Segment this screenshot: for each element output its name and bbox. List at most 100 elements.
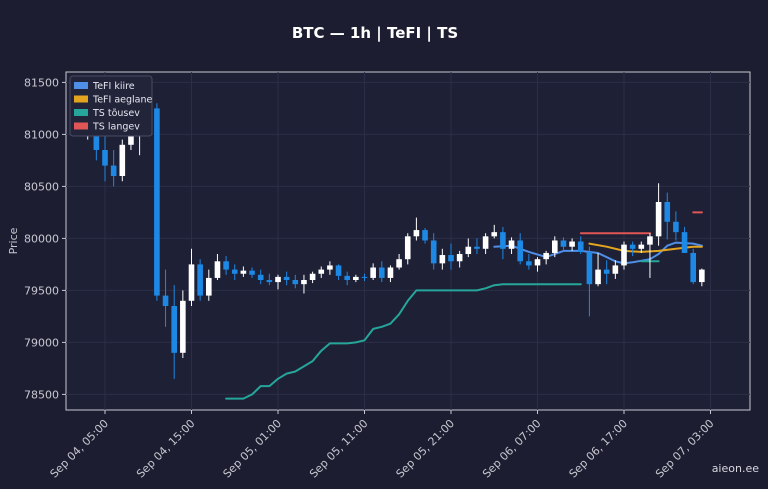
candle-body [214,261,221,278]
x-tick-label: Sep 06, 17:00 [567,417,631,481]
candle-body [379,267,385,278]
candle-body [327,265,333,270]
candle-body [448,255,454,262]
candle-body [474,246,480,249]
x-tick-label: Sep 06, 07:00 [480,417,544,481]
legend-swatch [74,122,88,130]
candle-body [508,240,515,249]
x-tick-label: Sep 05, 21:00 [394,417,458,481]
candle-body [344,275,350,280]
candle-body [552,240,558,253]
candle-body [387,267,394,278]
candle-body [283,276,290,280]
candle-body [673,221,679,233]
candle-body [430,240,437,264]
candle-body [197,264,203,296]
candle-body [318,269,325,274]
candle-body [465,246,472,254]
legend-swatch [74,95,88,103]
candle-body [526,261,532,266]
y-tick-label: 80000 [24,232,59,245]
candle-body [690,252,696,283]
x-tick-label: Sep 05, 01:00 [221,417,285,481]
x-tick-label: Sep 05, 11:00 [307,417,371,481]
candle-body [223,261,229,270]
y-tick-label: 79500 [24,284,59,297]
candle-body [180,300,186,353]
legend-label: TeFI kiire [92,81,135,92]
candle-body [231,269,238,274]
candle-body [335,265,342,276]
series-line-ts-tõusev [225,283,582,400]
candle-body [396,259,402,268]
grid-layer [66,72,750,410]
candle-body [353,276,359,280]
candle-body [119,144,126,176]
candle-body [292,280,299,285]
candle-body [188,264,195,301]
legend: TeFI kiire TeFI aeglane TS tõusev TS langev [69,75,153,137]
candle-body [612,265,619,274]
legend-label: TeFI aeglane [92,95,152,106]
candle-body [257,274,264,280]
candle-body [543,252,549,260]
candle-body [569,241,575,247]
candle-body [266,280,273,283]
candle-body [439,255,446,264]
y-axis-label: Price [7,227,20,254]
legend-box [69,75,153,137]
candle-body [500,232,506,249]
candle-body [102,150,108,166]
candle-body [482,236,489,249]
candle-body [249,270,255,275]
candle-body [162,295,169,306]
candle-body [240,270,247,274]
y-tick-label: 78500 [24,388,59,401]
legend-swatch [74,109,88,116]
legend-swatch [74,82,88,89]
candle-body [422,230,428,241]
candle-body [275,276,281,283]
candle-body [301,280,307,285]
candle-body [664,202,671,222]
candle-body [456,254,463,262]
candle-body [361,276,368,278]
watermark: aieon.ee [712,462,760,475]
x-tick-label: Sep 07, 03:00 [653,417,717,481]
candle-body [110,165,117,176]
x-tick-label: Sep 04, 05:00 [48,417,112,481]
candle-body [534,259,541,266]
candle-body [638,244,645,249]
candle-body [629,244,636,249]
y-tick-label: 79000 [24,336,59,349]
candle-body [309,273,316,280]
y-tick-label: 81500 [24,76,59,89]
candle-body [655,202,662,237]
candle-body [517,240,523,262]
candle-body [586,251,593,285]
candle-body [647,236,653,245]
candle-body [128,129,134,145]
candle-body [206,277,212,296]
candle-body [621,244,627,266]
legend-label: TS langev [92,122,140,133]
x-tick-label: Sep 04, 15:00 [134,417,198,481]
candle-body [404,236,411,260]
candle-body [595,269,601,285]
candle-body [560,240,567,247]
candle-body [491,232,498,237]
chart-title: BTC — 1h | TeFI | TS [292,24,458,43]
series-line-tefi-kiire [493,241,703,265]
candle-body [699,269,705,283]
candle-body [577,241,584,252]
candle-body [171,306,177,353]
candle-body [603,269,610,274]
candle-body [154,108,160,296]
candle-body [370,267,376,278]
candle-layer [84,98,705,379]
y-tick-label: 80500 [24,180,59,193]
candle-body [681,232,688,253]
legend-label: TS tõusev [92,108,140,119]
